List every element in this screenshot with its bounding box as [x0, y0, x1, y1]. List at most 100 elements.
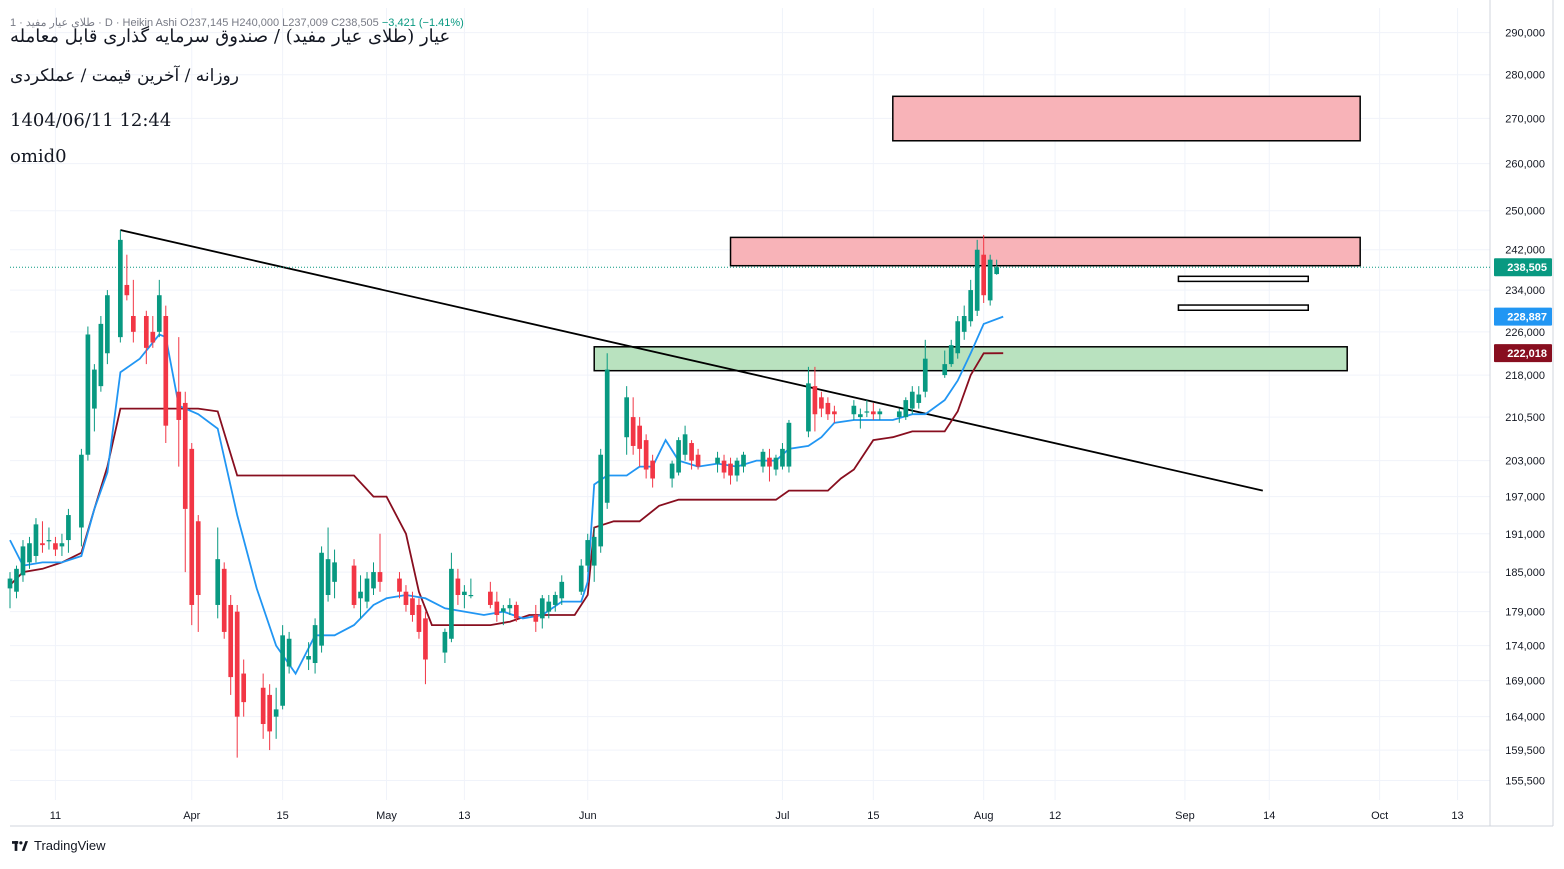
candle-body — [241, 673, 247, 703]
candle-body — [585, 540, 591, 566]
price-label: 238,505 — [1494, 258, 1552, 277]
candle-body — [689, 443, 694, 461]
y-tick-label: 242,000 — [1505, 245, 1545, 257]
ohlc-values: 1 · طلای عیار مفید · D · Heikin Ashi O23… — [10, 17, 379, 29]
candle-body — [877, 411, 883, 415]
candle-body — [156, 295, 162, 332]
x-tick-label: 12 — [1049, 810, 1061, 822]
chart-title: عیار (طلای عیار مفید) / صندوق سرمایه گذا… — [10, 26, 451, 47]
candle-body — [922, 358, 928, 392]
candle-body — [741, 454, 746, 467]
y-tick-label: 191,000 — [1505, 529, 1545, 541]
candle-body — [364, 578, 370, 602]
resistance-zone — [729, 236, 1361, 267]
candle — [851, 400, 857, 420]
candle-body — [449, 568, 454, 639]
candle — [942, 350, 948, 378]
candle — [156, 279, 162, 338]
candle-body — [624, 397, 630, 438]
candle-body — [780, 448, 785, 467]
candle-body — [462, 591, 467, 595]
candle — [358, 575, 363, 619]
candle-body — [734, 460, 740, 476]
candle — [832, 405, 837, 423]
candle-body — [994, 267, 1000, 275]
y-tick-label: 270,000 — [1505, 113, 1545, 125]
chart-author: omid0 — [10, 146, 67, 167]
price-label-text: 238,505 — [1507, 262, 1547, 274]
candle-body — [150, 331, 156, 343]
price-label-box — [1494, 307, 1552, 326]
candle-body — [85, 334, 91, 455]
candle-body — [760, 451, 766, 467]
candle — [14, 565, 19, 599]
y-tick-label: 179,000 — [1505, 607, 1545, 619]
candle — [332, 549, 337, 599]
candle-body — [488, 591, 493, 605]
candle-body — [273, 709, 279, 717]
candle-body — [377, 572, 383, 582]
candle-body — [455, 578, 461, 595]
x-tick-label: Jun — [579, 810, 597, 822]
candle — [27, 536, 32, 569]
candle — [630, 397, 636, 455]
candle — [591, 527, 597, 582]
candle — [118, 230, 123, 343]
candle-body — [598, 454, 604, 547]
candle — [676, 437, 681, 476]
candle — [53, 536, 58, 556]
candle — [916, 386, 922, 409]
candles — [7, 230, 1000, 758]
candle-body — [676, 440, 681, 473]
candle-body — [79, 454, 84, 528]
candle-body — [143, 316, 149, 348]
candle — [539, 594, 545, 629]
candle — [488, 581, 493, 609]
candle — [715, 451, 720, 473]
candle-body — [286, 638, 292, 667]
candle-body — [643, 440, 649, 470]
price-label-box — [1494, 344, 1552, 363]
candle-body — [786, 422, 792, 467]
candle-body — [851, 405, 857, 415]
candle — [325, 527, 331, 602]
candle-body — [98, 323, 104, 387]
candle-body — [832, 411, 837, 415]
y-axis: 290,000 280,000 270,000 260,000 250,000 242,0… — [1505, 28, 1545, 788]
tradingview-logo[interactable]: TradingView — [12, 838, 106, 853]
candle-body — [896, 411, 902, 418]
x-tick-label: 14 — [1263, 810, 1275, 822]
candle-body — [46, 540, 52, 542]
y-tick-label: 234,000 — [1505, 285, 1545, 297]
candle-body — [118, 239, 123, 338]
candle — [319, 546, 324, 653]
candle — [604, 353, 610, 509]
x-tick-label: Jul — [775, 810, 789, 822]
candle — [578, 559, 584, 595]
candle — [79, 448, 84, 547]
candle — [306, 642, 311, 671]
candle — [46, 527, 52, 550]
candle — [455, 568, 461, 605]
candle-body — [280, 635, 285, 706]
candle-body — [637, 425, 642, 449]
x-tick-label: Sep — [1175, 810, 1195, 822]
candle-body — [909, 391, 915, 409]
candle — [364, 572, 370, 609]
candle — [695, 448, 701, 470]
candle-body — [987, 259, 993, 301]
candle-body — [221, 568, 227, 632]
candle-body — [773, 457, 779, 470]
candle-body — [66, 515, 71, 541]
candle — [533, 604, 539, 632]
candle — [92, 364, 97, 432]
candle-body — [442, 631, 448, 653]
x-tick-label: May — [376, 810, 397, 822]
x-tick-label: 11 — [50, 810, 61, 822]
y-tick-label: 159,500 — [1505, 745, 1545, 757]
candle — [442, 628, 448, 664]
candle — [812, 366, 818, 432]
candle-body — [319, 552, 324, 646]
